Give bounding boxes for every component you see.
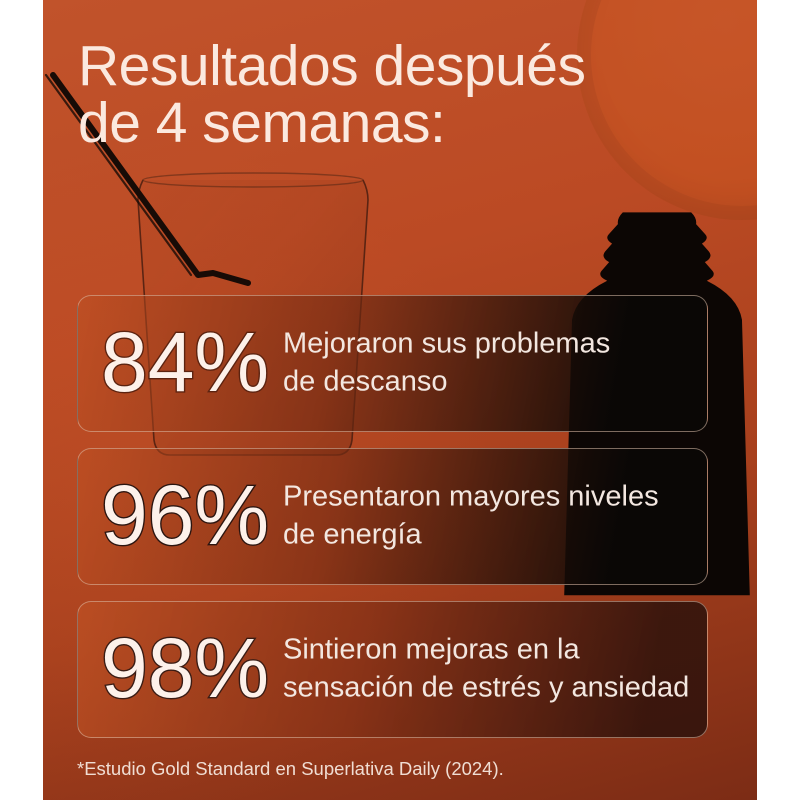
svg-text:84%: 84% — [101, 315, 269, 409]
svg-text:98%: 98% — [101, 621, 269, 715]
svg-text:96%: 96% — [101, 468, 269, 562]
